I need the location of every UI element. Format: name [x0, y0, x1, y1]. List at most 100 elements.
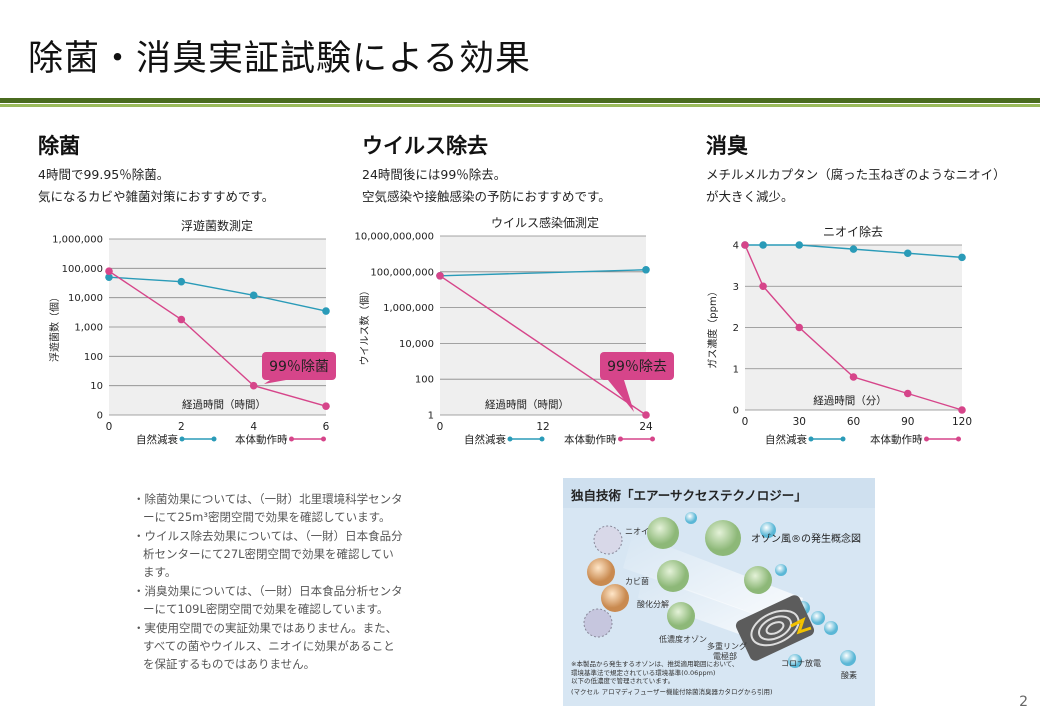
- x-tick-label: 120: [952, 416, 972, 428]
- y-tick-label: 2: [733, 323, 739, 334]
- series-line: [108, 276, 327, 312]
- data-point: [322, 307, 330, 315]
- note-item: ・ウイルス除去効果については、（一財）日本食品分析センターにて27L密閉空間で効…: [133, 529, 403, 579]
- chart-title: 浮遊菌数測定: [181, 218, 253, 233]
- y-tick-label: 10: [90, 381, 103, 392]
- notes: ・除菌効果については、（一財）北里環境科学センターにて25m³密閉空間で効果を確…: [133, 490, 403, 674]
- y-tick-label: 1: [428, 411, 434, 422]
- ozone-illustration: [563, 478, 875, 668]
- series-line: [439, 269, 647, 277]
- footnote-line: (マクセル アロマディフューザー機能付除菌消臭器カタログから引用): [571, 687, 773, 696]
- legend-label: 本体動作時: [235, 433, 288, 446]
- y-tick-label: 4: [733, 241, 739, 252]
- data-point: [759, 241, 767, 249]
- callout-pointer: [264, 380, 286, 384]
- data-point: [322, 402, 330, 410]
- series-line: [439, 275, 647, 416]
- x-tick-label: 4: [250, 421, 257, 433]
- section-desc-line: 空気感染や接触感染の予防におすすめです。: [362, 189, 611, 204]
- page-number: 2: [1019, 694, 1028, 710]
- y-axis-label: 浮遊菌数（個）: [48, 292, 61, 362]
- section-desc-line: 気になるカビや雑菌対策におすすめです。: [38, 189, 275, 204]
- note-item: ・実使用空間での実証効果ではありません。また、すべての菌やウイルス、ニオイに効果…: [133, 621, 398, 671]
- y-tick-label: 10,000: [68, 293, 103, 304]
- footnote-line: ※本製品から発生するオゾンは、推奨適用範囲において、: [571, 660, 739, 668]
- data-point: [849, 245, 858, 253]
- data-point: [903, 389, 912, 398]
- legend-marker: [321, 436, 326, 442]
- title-divider: [0, 98, 1040, 103]
- data-point: [958, 253, 966, 262]
- callout-label: 99％除去: [607, 359, 667, 375]
- notes-fade: [130, 668, 430, 682]
- section-heading: ウイルス除去: [362, 134, 488, 158]
- data-point: [903, 249, 912, 258]
- ozone-footnote: ※本製品から発生するオゾンは、推奨適用範囲において、 環境基準法で規定されている…: [571, 660, 773, 696]
- legend-label: 本体動作時: [870, 433, 923, 446]
- data-point: [105, 273, 113, 281]
- y-tick-label: 10,000,000,000: [354, 232, 434, 243]
- data-point: [642, 411, 650, 419]
- legend-label: 自然減衰: [765, 433, 807, 446]
- data-point: [958, 406, 966, 414]
- callout-box: [262, 352, 336, 380]
- y-tick-label: 1: [733, 364, 739, 375]
- callout-box: [600, 352, 674, 380]
- x-tick-label: 0: [742, 416, 749, 428]
- x-tick-label: 60: [847, 416, 860, 428]
- legend-label: 本体動作時: [564, 433, 617, 446]
- legend-marker: [507, 436, 513, 442]
- label-corona: コロナ放電: [781, 659, 821, 668]
- legend-marker: [808, 436, 814, 442]
- x-axis-label: 経過時間（時間）: [485, 398, 569, 411]
- section-desc-line: メチルメルカプタン（腐った玉ねぎのようなニオイ）: [706, 167, 1006, 182]
- section-deodorization: 消臭 メチルメルカプタン（腐った玉ねぎのようなニオイ） が大きく減少。: [706, 130, 1006, 208]
- x-tick-label: 0: [437, 421, 444, 433]
- chart-title: ニオイ除去: [823, 224, 883, 239]
- label-sanka: 酸化分解: [637, 600, 669, 609]
- data-point: [741, 241, 749, 249]
- legend-marker: [289, 436, 294, 442]
- data-point: [105, 267, 113, 275]
- y-tick-label: 10,000: [399, 339, 434, 350]
- y-tick-label: 100: [415, 375, 434, 386]
- y-tick-label: 1,000: [74, 323, 103, 334]
- y-tick-label: 100,000: [62, 264, 103, 275]
- title-divider-accent: [0, 104, 1040, 107]
- x-tick-label: 12: [536, 421, 549, 433]
- label-kabi: カビ菌: [625, 577, 649, 586]
- y-tick-label: 1,000,000: [52, 235, 103, 246]
- legend-marker: [924, 436, 929, 442]
- footnote-line: 環境基準法で規定されている環境基準(0.06ppm): [571, 668, 716, 677]
- note-item: ・消臭効果については、（一財）日本食品分析センターにて109L密閉空間で効果を確…: [133, 584, 403, 616]
- legend-label: 自然減衰: [136, 433, 178, 446]
- callout-label: 99％除菌: [269, 359, 329, 375]
- data-point: [759, 282, 767, 291]
- x-tick-label: 24: [639, 421, 653, 433]
- legend-marker: [211, 436, 217, 442]
- label-electrode: 電極部: [713, 652, 737, 661]
- x-tick-label: 0: [106, 421, 113, 433]
- ozone-subtitle: オゾン風®の発生概念図: [751, 534, 861, 545]
- ozone-diagram: 独自技術「エアーサクセステクノロジー」 オゾン風®の発生概念図 ニオイ カビ菌 …: [563, 478, 875, 706]
- legend-marker: [650, 436, 655, 442]
- legend-marker: [539, 436, 545, 442]
- data-point: [849, 373, 858, 381]
- y-tick-label: 3: [733, 282, 739, 293]
- data-point: [795, 241, 804, 249]
- x-axis-label: 経過時間（時間）: [182, 398, 266, 411]
- section-desc-line: が大きく減少。: [706, 189, 794, 204]
- section-desc-line: 24時間後には99％除去。: [362, 167, 507, 182]
- footnote-line: 以下の低濃度で管理されています。: [571, 677, 675, 685]
- y-tick-label: 0: [97, 411, 103, 422]
- note-item: ・除菌効果については、（一財）北里環境科学センターにて25m³密閉空間で効果を確…: [133, 492, 403, 524]
- chart-title: ウイルス感染価測定: [491, 215, 599, 230]
- page-title: 除菌・消臭実証試験による効果: [28, 39, 531, 79]
- label-nioi: ニオイ: [625, 527, 649, 536]
- series-line: [108, 270, 327, 407]
- data-point: [177, 315, 186, 324]
- y-axis-label: ウイルス数（個）: [358, 286, 371, 366]
- legend-marker: [956, 436, 961, 442]
- legend-marker: [618, 436, 623, 442]
